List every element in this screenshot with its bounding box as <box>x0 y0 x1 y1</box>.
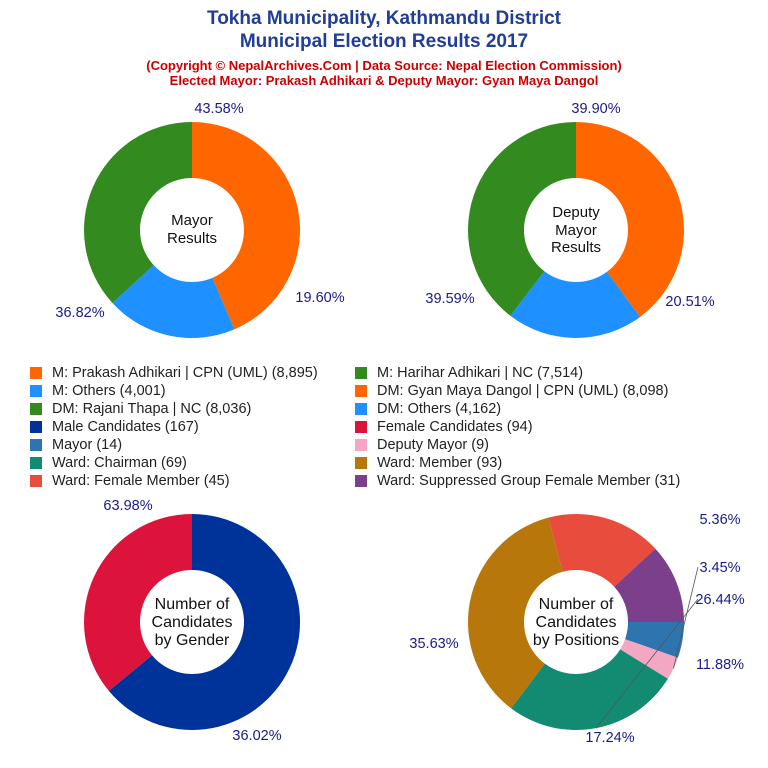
legend-swatch <box>30 421 42 433</box>
legend-swatch <box>355 439 367 451</box>
slice-percent-label: 39.90% <box>571 101 620 117</box>
legend-swatch <box>30 475 42 487</box>
donut-slice <box>468 122 576 316</box>
legend-label: Ward: Member (93) <box>377 455 503 471</box>
slice-percent-label: 63.98% <box>103 498 152 514</box>
legend-swatch <box>30 457 42 469</box>
legend-swatch <box>355 385 367 397</box>
donut-center-label: Results <box>551 239 601 256</box>
donut-center-label: Deputy <box>552 204 600 221</box>
legend-label: Mayor (14) <box>52 437 123 453</box>
legend-swatch <box>30 403 42 415</box>
copyright-subtitle: (Copyright © NepalArchives.Com | Data So… <box>146 58 622 73</box>
donut-slice <box>510 271 641 338</box>
slice-percent-label: 17.24% <box>585 730 634 746</box>
legend-label: Ward: Chairman (69) <box>52 455 187 471</box>
slice-percent-label: 11.88% <box>696 657 744 673</box>
leader-line <box>673 566 699 669</box>
legend-label: Deputy Mayor (9) <box>377 437 490 453</box>
slice-percent-label: 35.63% <box>409 636 458 652</box>
legend-label: DM: Rajani Thapa | NC (8,036) <box>52 401 252 417</box>
legend-swatch <box>30 439 42 451</box>
legend-swatch <box>355 475 367 487</box>
donut-center-label: Candidates <box>152 614 233 631</box>
legend-label: M: Others (4,001) <box>52 383 166 399</box>
donut-center-label: Number of <box>539 596 614 613</box>
donut-slice <box>83 122 192 304</box>
donut-slice <box>192 122 301 330</box>
donut-center-label: Mayor <box>171 212 213 229</box>
donut-center-label: Results <box>167 230 217 247</box>
donut-center-label: by Positions <box>533 632 619 649</box>
donut-slice <box>112 265 235 339</box>
legend-label: Female Candidates (94) <box>377 419 533 435</box>
slice-percent-label: 39.59% <box>425 291 474 307</box>
donut-chart: 5.36% 3.45% 26.44% 35.63% 17.24% 11.88% Number… <box>409 512 744 746</box>
legend-swatch <box>30 385 42 397</box>
donut-slice <box>548 514 656 587</box>
legend-swatch <box>355 367 367 379</box>
donut-center-label: Candidates <box>536 614 617 631</box>
legend-swatch <box>355 457 367 469</box>
slice-percent-label: 36.02% <box>232 728 281 744</box>
slice-percent-label: 26.44% <box>695 592 744 608</box>
legend-swatch <box>30 367 42 379</box>
slice-percent-label: 43.58% <box>194 101 243 117</box>
legend-label: DM: Others (4,162) <box>377 401 502 417</box>
donut-slice <box>108 514 301 730</box>
donut-center-label: by Gender <box>155 632 230 649</box>
donut-slice <box>511 649 668 730</box>
slice-percent-label: 5.36% <box>699 512 740 528</box>
chart-title-line2: Municipal Election Results 2017 <box>239 31 529 52</box>
legend-label: Male Candidates (167) <box>52 419 199 435</box>
chart-title-line1: Tokha Municipality, Kathmandu District <box>207 8 561 29</box>
slice-percent-label: 3.45% <box>699 560 740 576</box>
legend-label: M: Harihar Adhikari | NC (7,514) <box>377 365 584 381</box>
legend-label: DM: Gyan Maya Dangol | CPN (UML) (8,098) <box>377 383 669 399</box>
elected-subtitle: Elected Mayor: Prakash Adhikari & Deputy… <box>169 73 599 88</box>
legend-label: M: Prakash Adhikari | CPN (UML) (8,895) <box>52 365 318 381</box>
donut-slice <box>620 639 678 679</box>
donut-slice <box>576 122 684 317</box>
legend-swatch <box>355 403 367 415</box>
donut-slice <box>84 514 192 691</box>
legend-label: Ward: Suppressed Group Female Member (31… <box>377 473 681 489</box>
donut-slice <box>614 548 684 622</box>
donut-center-label: Mayor <box>555 222 597 239</box>
slice-percent-label: 20.51% <box>665 294 714 310</box>
legend-swatch <box>355 421 367 433</box>
donut-slice <box>625 622 684 658</box>
slice-percent-label: 19.60% <box>295 290 344 306</box>
donut-slice <box>467 517 563 709</box>
legend-label: Ward: Female Member (45) <box>52 473 230 489</box>
donut-center-label: Number of <box>155 596 230 613</box>
slice-percent-label: 36.82% <box>55 305 104 321</box>
